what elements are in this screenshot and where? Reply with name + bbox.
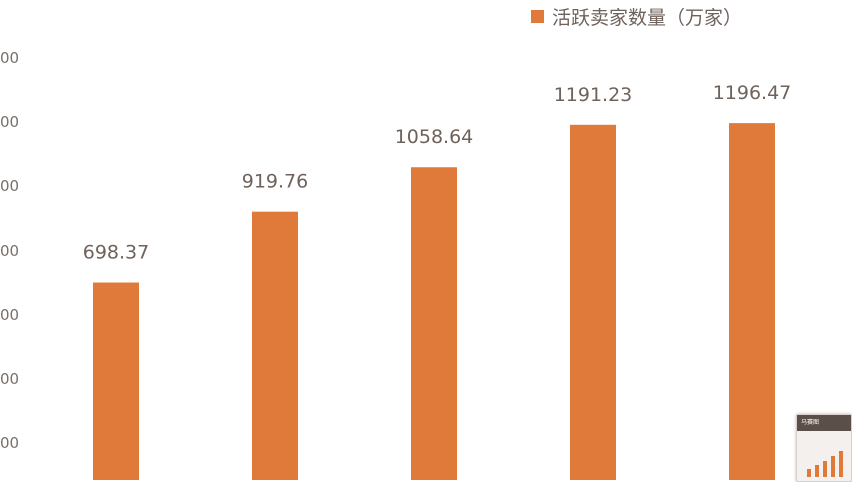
data-label: 1191.23 bbox=[554, 84, 633, 106]
legend-swatch bbox=[531, 10, 544, 23]
y-tick-label: 00 bbox=[0, 177, 19, 195]
bar bbox=[729, 123, 775, 480]
bar bbox=[252, 211, 298, 480]
chart-thumbnail[interactable]: 马赛图 bbox=[796, 414, 852, 482]
y-tick-label: 00 bbox=[0, 434, 19, 452]
bars bbox=[93, 123, 775, 480]
legend: 活跃卖家数量（万家） bbox=[531, 7, 742, 29]
data-label: 919.76 bbox=[242, 171, 308, 193]
y-tick-label: 00 bbox=[0, 242, 19, 260]
thumbnail-bar bbox=[823, 461, 827, 477]
bar bbox=[570, 124, 616, 480]
legend-label: 活跃卖家数量（万家） bbox=[552, 7, 742, 29]
data-label: 1196.47 bbox=[713, 82, 792, 104]
data-label: 698.37 bbox=[83, 242, 149, 264]
y-axis-ticks: 00 00 00 00 00 00 00 bbox=[0, 49, 19, 452]
y-tick-label: 00 bbox=[0, 49, 19, 67]
thumbnail-bar bbox=[839, 451, 843, 477]
y-tick-label: 00 bbox=[0, 370, 19, 388]
thumbnail-bars bbox=[803, 447, 845, 477]
thumbnail-bar bbox=[807, 469, 811, 477]
bar bbox=[411, 167, 457, 480]
thumbnail-bar bbox=[831, 456, 835, 477]
bar bbox=[93, 282, 139, 480]
y-tick-label: 00 bbox=[0, 113, 19, 131]
data-labels: 698.37 919.76 1058.64 1191.23 1196.47 bbox=[83, 82, 792, 263]
data-label: 1058.64 bbox=[395, 126, 474, 148]
thumbnail-bar bbox=[815, 465, 819, 477]
thumbnail-title: 马赛图 bbox=[797, 415, 851, 431]
y-tick-label: 00 bbox=[0, 306, 19, 324]
